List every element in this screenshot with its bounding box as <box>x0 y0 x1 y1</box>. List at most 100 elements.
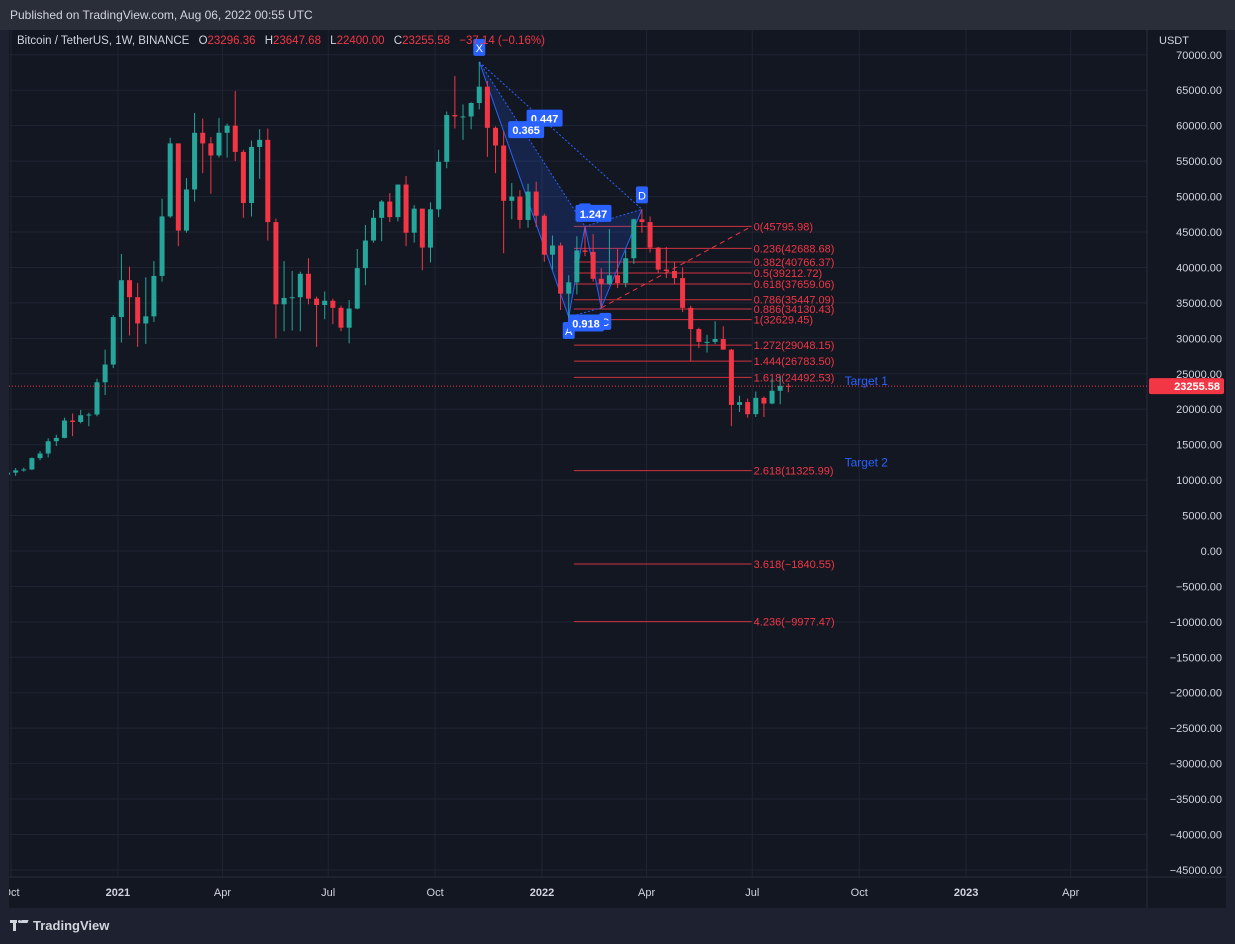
high-label: H <box>264 35 273 47</box>
time-axis-tick-label: Apr <box>1062 887 1079 899</box>
candle-body <box>680 278 686 308</box>
candle-body <box>21 469 27 471</box>
price-axis-tick-label: −25000.00 <box>1170 723 1222 735</box>
time-axis-tick-label: 2021 <box>106 887 130 899</box>
time-axis-tick-label: Oct <box>427 887 444 899</box>
candle-body <box>314 298 320 306</box>
candle-body <box>419 208 425 248</box>
candle-body <box>728 349 734 405</box>
last-price-tag <box>1149 378 1224 395</box>
pattern-ratio-badge <box>575 204 612 222</box>
candle-body <box>696 329 702 342</box>
candle-body <box>265 139 271 223</box>
tradingview-logo-icon <box>10 920 29 931</box>
pattern-point-badge <box>473 38 486 56</box>
candle-body <box>493 127 499 146</box>
candle-body <box>127 280 133 298</box>
fib-level-label: 2.618(11325.99) <box>754 466 834 478</box>
price-axis-tick-label: 20000.00 <box>1176 404 1222 416</box>
candle-body <box>216 132 222 156</box>
candle-body <box>13 470 19 473</box>
price-axis-tick-label: 65000.00 <box>1176 85 1222 97</box>
candle-body <box>281 297 287 305</box>
candle-body <box>395 184 401 218</box>
candle-body <box>663 269 669 271</box>
candle-body <box>558 245 564 294</box>
fib-level-label: 4.236(−9977.47) <box>754 617 835 629</box>
candle-body <box>639 219 645 223</box>
open-value: 23296.36 <box>207 35 256 47</box>
candle-body <box>305 273 311 299</box>
footer-bar <box>0 908 1235 944</box>
symbol-name: Bitcoin / TetherUS, 1W, BINANCE <box>17 35 190 47</box>
candle-body <box>240 151 246 203</box>
pattern-point-label: D <box>638 190 646 202</box>
candle-body <box>346 308 352 328</box>
candle-body <box>761 397 767 404</box>
candle-body <box>411 208 417 233</box>
candle-body <box>183 189 189 231</box>
fib-level-label: 0.618(37659.06) <box>754 279 835 291</box>
candle-body <box>753 397 759 415</box>
candle-body <box>110 317 116 365</box>
candle-body <box>45 441 51 454</box>
fib-level-label: 1.618(24492.53) <box>754 372 835 384</box>
candle-body <box>151 275 157 317</box>
candle-body <box>712 339 718 342</box>
candle-body <box>671 270 677 279</box>
candle-body <box>9 472 11 475</box>
candle-body <box>297 273 303 298</box>
price-chart[interactable]: USDT 70000.00 65000.00 60000.00 55000.00 5000… <box>9 30 1226 908</box>
fib-level-label: 0.5(39212.72) <box>754 268 823 280</box>
tradingview-logo[interactable]: TradingView <box>10 918 109 933</box>
price-axis-tick-label: 50000.00 <box>1176 192 1222 204</box>
price-axis-tick-label: −5000.00 <box>1176 581 1222 593</box>
candle-body <box>720 339 726 350</box>
price-axis-tick-label: −40000.00 <box>1170 829 1222 841</box>
candle-body <box>647 222 653 248</box>
chart-area[interactable]: USDT 70000.00 65000.00 60000.00 55000.00 5000… <box>9 30 1226 908</box>
fib-level-label: 1(32629.45) <box>754 315 813 327</box>
candle-body <box>86 414 92 416</box>
candle-body <box>737 402 743 405</box>
price-axis-unit: USDT <box>1159 35 1189 47</box>
time-axis-tick-label: Oct <box>851 887 868 899</box>
time-axis-tick-label: Jul <box>321 887 335 899</box>
candle-body <box>387 201 393 218</box>
candle-body <box>200 132 206 144</box>
price-axis-tick-label: −35000.00 <box>1170 794 1222 806</box>
time-axis-tick-label: 2023 <box>954 887 978 899</box>
candle-body <box>549 245 555 255</box>
pattern-ratio-line <box>478 61 586 227</box>
candle-body <box>249 146 255 203</box>
candle-body <box>371 217 377 241</box>
candle-body <box>330 300 336 308</box>
fib-level-label: 0.886(34130.43) <box>754 304 835 316</box>
candle-body <box>37 453 43 459</box>
candle-body <box>509 196 515 201</box>
candle-body <box>468 103 474 117</box>
candle-body <box>427 209 433 248</box>
candle-body <box>192 132 198 190</box>
price-axis-tick-label: −30000.00 <box>1170 759 1222 771</box>
price-axis-tick-label: 15000.00 <box>1176 440 1222 452</box>
pattern-ratio-line <box>478 61 643 210</box>
candle-body <box>53 437 59 442</box>
price-axis-tick-label: 35000.00 <box>1176 298 1222 310</box>
candle-body <box>785 385 791 387</box>
price-axis-tick-label: 0.00 <box>1201 546 1222 558</box>
fib-level-label: 0(45795.98) <box>754 221 813 233</box>
candle-body <box>444 115 450 162</box>
target-annotation: Target 2 <box>845 455 889 469</box>
candle-body <box>452 115 458 117</box>
candle-body <box>167 143 173 217</box>
candle-body <box>273 222 279 305</box>
candle-body <box>517 196 523 220</box>
candle-body <box>232 125 238 152</box>
symbol-legend: Bitcoin / TetherUS, 1W, BINANCE O23296.3… <box>17 35 545 47</box>
price-axis-tick-label: 10000.00 <box>1176 475 1222 487</box>
candle-body <box>574 250 580 283</box>
tradingview-brand: TradingView <box>33 918 110 933</box>
pattern-point-badge <box>635 186 648 204</box>
candle-body <box>566 282 572 294</box>
